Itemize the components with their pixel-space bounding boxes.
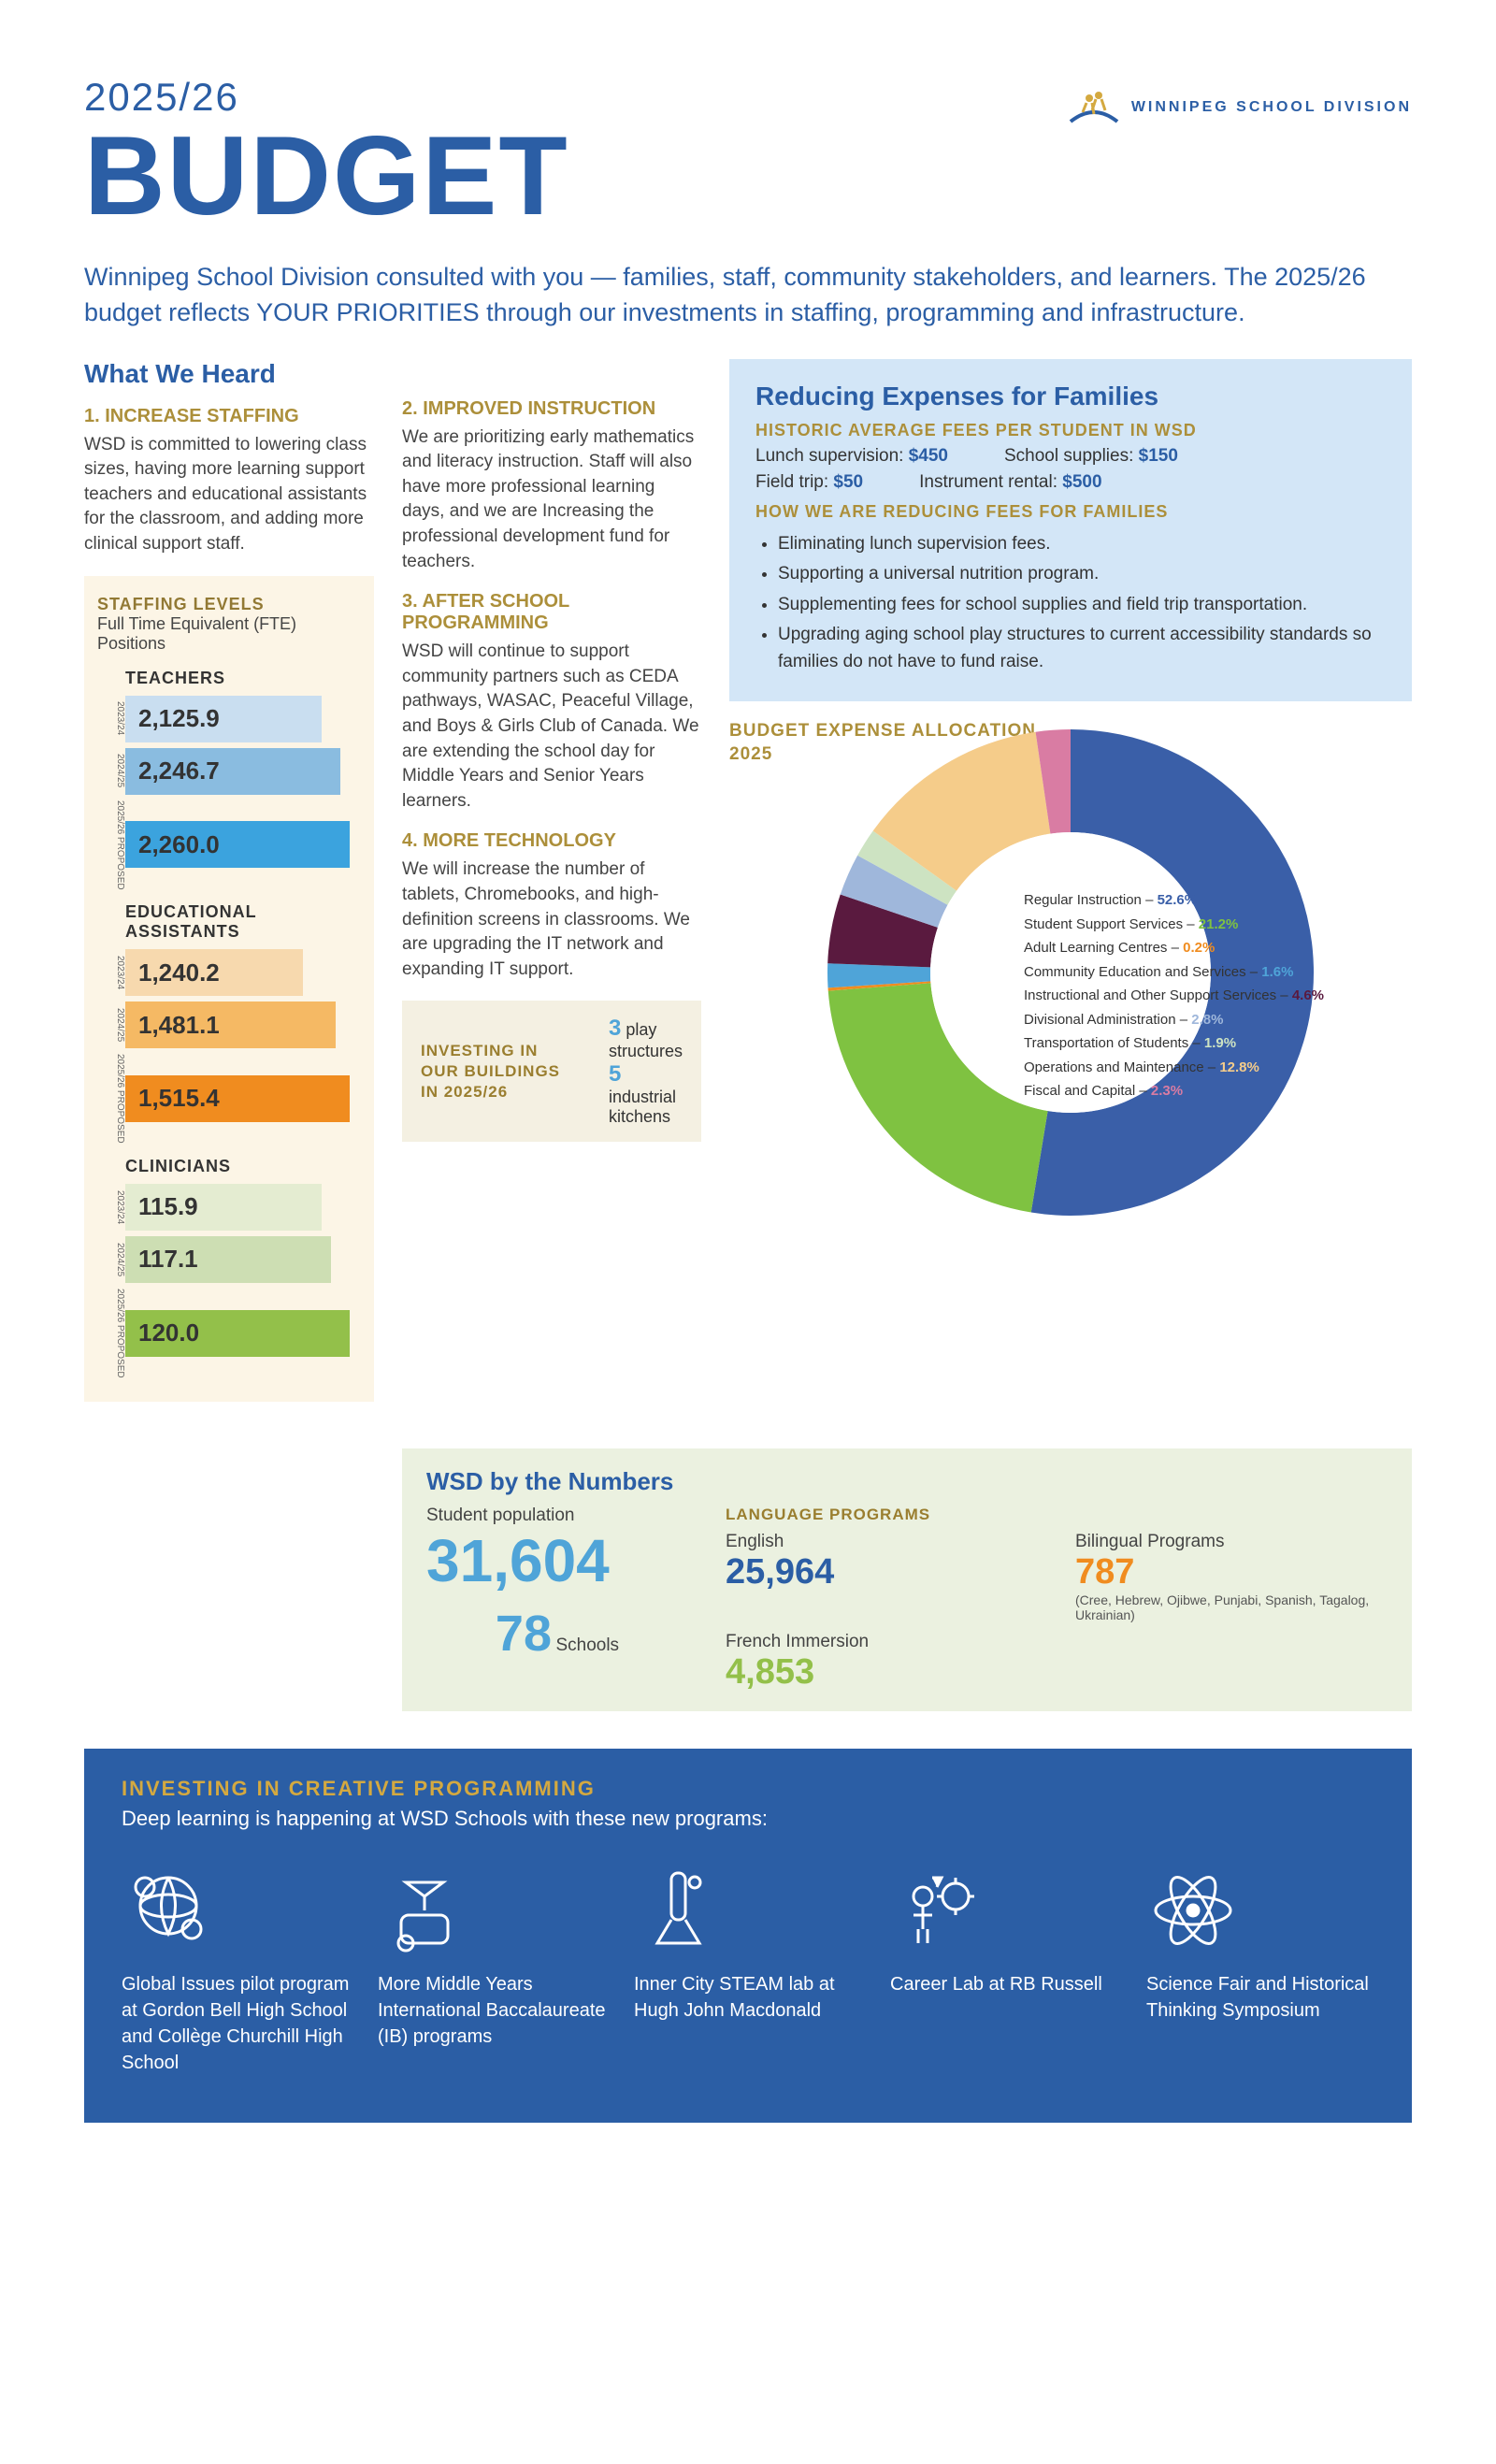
legend-item: Instructional and Other Support Services… [1024, 984, 1324, 1008]
staff-bar: 2,246.7 [125, 748, 340, 795]
exp-sub2: HOW WE ARE REDUCING FEES FOR FAMILIES [755, 502, 1386, 522]
donut-section: BUDGET EXPENSE ALLOCATION 2025 Regular I… [729, 720, 1412, 1225]
heard-4-body: We will increase the number of tablets, … [402, 857, 701, 982]
heard-2-title: 2. IMPROVED INSTRUCTION [402, 398, 701, 420]
student-pop: 31,604 [426, 1526, 688, 1595]
program-text: More Middle Years International Baccalau… [378, 1971, 606, 2050]
heard-3-body: WSD will continue to support community p… [402, 640, 701, 814]
creative-sub: Deep learning is happening at WSD School… [122, 1807, 1374, 1831]
col-expenses: Reducing Expenses for Families HISTORIC … [729, 359, 1412, 1403]
legend-item: Transportation of Students – 1.9% [1024, 1031, 1324, 1056]
heard-1-body: WSD is committed to lowering class sizes… [84, 433, 374, 557]
donut-legend: Regular Instruction – 52.6%Student Suppo… [1024, 888, 1324, 1103]
staff-bar: 1,481.1 [125, 1001, 336, 1048]
staff-bar-row: 2023/24115.9 [97, 1184, 361, 1231]
creative-programming: INVESTING IN CREATIVE PROGRAMMING Deep l… [84, 1749, 1412, 2123]
org-logo: WINNIPEG SCHOOL DIVISION [1066, 84, 1412, 131]
staff-cat-title: CLINICIANS [125, 1157, 361, 1176]
expense-bullet: Supplementing fees for school supplies a… [778, 592, 1386, 619]
program-text: Inner City STEAM lab at Hugh John Macdon… [634, 1971, 862, 2024]
staff-bar-row: 2024/25117.1 [97, 1236, 361, 1283]
legend-item: Adult Learning Centres – 0.2% [1024, 936, 1324, 960]
staff-bar: 1,240.2 [125, 949, 303, 996]
staffing-levels: STAFFING LEVELS Full Time Equivalent (FT… [84, 576, 374, 1403]
heard-2-body: We are prioritizing early mathematics an… [402, 425, 701, 575]
legend-item: Community Education and Services – 1.6% [1024, 960, 1324, 985]
program-item: Science Fair and Historical Thinking Sym… [1146, 1859, 1374, 2076]
staff-bar-row: 2023/242,125.9 [97, 696, 361, 742]
expense-bullet: Upgrading aging school play structures t… [778, 622, 1386, 675]
program-icon [1146, 1859, 1374, 1962]
heard-1-title: 1. INCREASE STAFFING [84, 406, 374, 427]
program-icon [378, 1859, 606, 1962]
exp-sub1: HISTORIC AVERAGE FEES PER STUDENT IN WSD [755, 421, 1386, 440]
program-text: Career Lab at RB Russell [890, 1971, 1118, 1997]
staff-bar: 117.1 [125, 1236, 331, 1283]
program-item: Global Issues pilot program at Gordon Be… [122, 1859, 350, 2076]
expense-bullets: Eliminating lunch supervision fees. Suppo… [755, 531, 1386, 676]
legend-item: Operations and Maintenance – 12.8% [1024, 1056, 1324, 1080]
program-text: Science Fair and Historical Thinking Sym… [1146, 1971, 1374, 2024]
staffing-sub: Full Time Equivalent (FTE) Positions [97, 614, 361, 654]
staff-bar: 2,260.0 [125, 821, 350, 868]
page-title: BUDGET [84, 120, 569, 232]
heard-3-title: 3. AFTER SCHOOL PROGRAMMING [402, 591, 701, 634]
creative-title: INVESTING IN CREATIVE PROGRAMMING [122, 1777, 1374, 1801]
investing-buildings: INVESTING IN OUR BUILDINGS IN 2025/26 3 … [402, 1001, 701, 1142]
legend-item: Fiscal and Capital – 2.3% [1024, 1079, 1324, 1103]
org-name: WINNIPEG SCHOOL DIVISION [1131, 99, 1412, 116]
staff-bar: 2,125.9 [125, 696, 322, 742]
expense-box: Reducing Expenses for Families HISTORIC … [729, 359, 1412, 702]
staff-cat-title: TEACHERS [125, 669, 361, 688]
staff-bar-row: 2024/251,481.1 [97, 1001, 361, 1048]
legend-item: Divisional Administration – 2.8% [1024, 1008, 1324, 1032]
wsd-numbers: WSD by the Numbers Student population 31… [402, 1448, 1412, 1711]
staffing-head: STAFFING LEVELS [97, 595, 361, 614]
program-icon [890, 1859, 1118, 1962]
program-icon [122, 1859, 350, 1962]
staff-bar-row: 2025/26 PROPOSED120.0 [97, 1289, 361, 1378]
program-icon [634, 1859, 862, 1962]
col-heard: 2. IMPROVED INSTRUCTION We are prioritiz… [402, 359, 701, 1403]
header: 2025/26 BUDGET WINNIPEG SCHOOL DIVISION [84, 75, 1412, 232]
legend-item: Regular Instruction – 52.6% [1024, 888, 1324, 913]
expense-bullet: Eliminating lunch supervision fees. [778, 531, 1386, 558]
col-staffing: What We Heard 1. INCREASE STAFFING WSD i… [84, 359, 374, 1403]
staff-bar-row: 2025/26 PROPOSED1,515.4 [97, 1054, 361, 1144]
staff-bar-row: 2025/26 PROPOSED2,260.0 [97, 800, 361, 890]
expense-bullet: Supporting a universal nutrition program… [778, 561, 1386, 588]
program-item: Career Lab at RB Russell [890, 1859, 1118, 2076]
staff-bar: 1,515.4 [125, 1075, 350, 1122]
intro-text: Winnipeg School Division consulted with … [84, 260, 1412, 331]
num-title: WSD by the Numbers [426, 1467, 1388, 1496]
staff-bar: 120.0 [125, 1310, 350, 1357]
staff-bar: 115.9 [125, 1184, 322, 1231]
staff-bar-row: 2024/252,246.7 [97, 748, 361, 795]
staff-bar-row: 2023/241,240.2 [97, 949, 361, 996]
program-item: Inner City STEAM lab at Hugh John Macdon… [634, 1859, 862, 2076]
heard-title: What We Heard [84, 359, 374, 389]
program-text: Global Issues pilot program at Gordon Be… [122, 1971, 350, 2076]
logo-icon [1066, 84, 1122, 131]
staff-cat-title: EDUCATIONAL ASSISTANTS [125, 902, 361, 942]
invest-head: INVESTING IN OUR BUILDINGS IN 2025/26 [421, 1041, 581, 1102]
program-item: More Middle Years International Baccalau… [378, 1859, 606, 2076]
heard-4-title: 4. MORE TECHNOLOGY [402, 830, 701, 852]
legend-item: Student Support Services – 21.2% [1024, 913, 1324, 937]
exp-title: Reducing Expenses for Families [755, 382, 1386, 411]
